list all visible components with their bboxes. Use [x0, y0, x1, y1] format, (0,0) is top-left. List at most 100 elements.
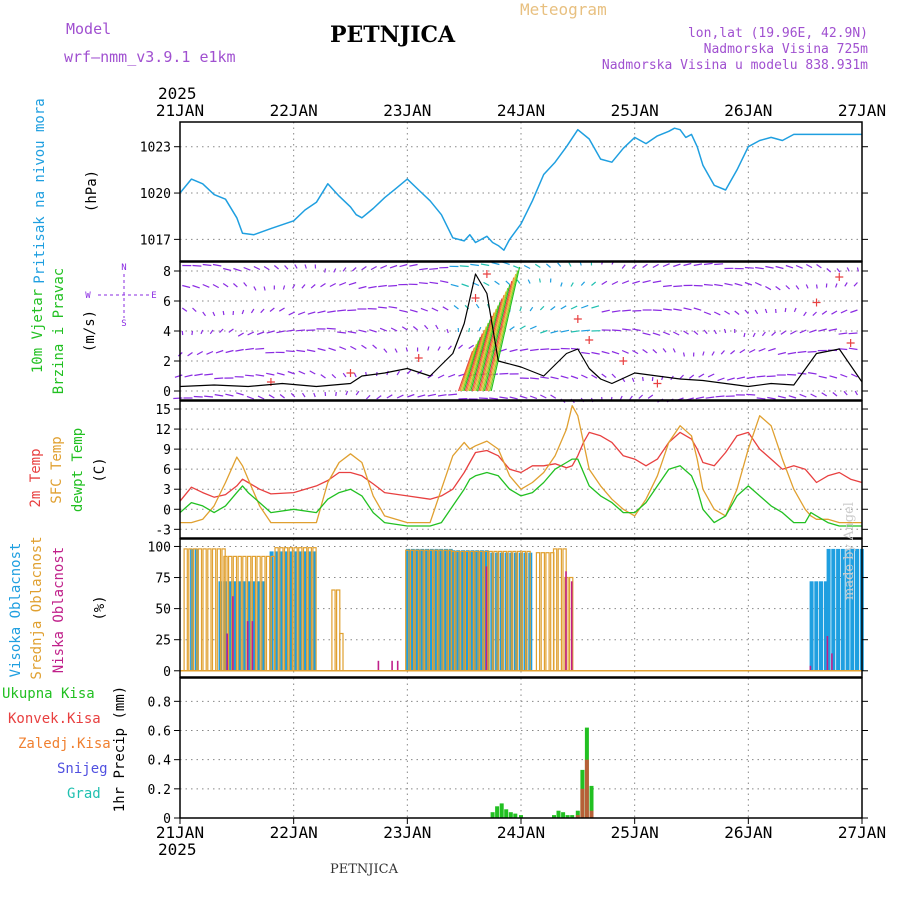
- wind-barb: [560, 329, 570, 333]
- wind-barb: [471, 315, 493, 392]
- wind-barb: [812, 311, 817, 317]
- wind-barb: [818, 375, 827, 379]
- precip-total-bar: [570, 815, 575, 818]
- x-day-label-top: 27JAN: [838, 101, 886, 120]
- wind-barb: [475, 305, 499, 392]
- wind-barb: [642, 376, 644, 382]
- wind-barb: [214, 377, 224, 380]
- high-cloud-bar: [855, 548, 859, 671]
- wind-barb: [241, 309, 245, 315]
- wind-barb: [486, 277, 515, 392]
- wind-barb: [339, 281, 347, 286]
- wind-barb: [378, 284, 387, 288]
- wind-barb: [780, 330, 787, 335]
- wind-barb: [459, 347, 475, 392]
- wind-barb: [581, 351, 590, 355]
- wind-barb: [490, 266, 521, 392]
- x-day-label-top: 25JAN: [611, 101, 659, 120]
- high-cloud-bar: [425, 548, 429, 671]
- wind-barb: [474, 308, 497, 392]
- wind-barb: [766, 375, 776, 378]
- wind-barb: [399, 309, 408, 313]
- wind-barb: [775, 265, 784, 270]
- high-cloud-bar: [420, 548, 425, 671]
- mid-cloud-bar: [265, 555, 271, 672]
- legend-total-rain: Ukupna Kisa: [2, 686, 95, 702]
- wind-barb: [611, 329, 621, 332]
- x-day-label-bottom: 23JAN: [383, 823, 431, 842]
- y-tick-label: 0.6: [148, 725, 171, 740]
- wind-barb: [519, 306, 522, 312]
- wind-barb: [255, 347, 265, 350]
- wind-barb: [260, 308, 265, 314]
- wind-barb: [383, 348, 388, 353]
- wind-barb: [182, 284, 191, 289]
- wind-barb: [570, 330, 580, 333]
- wind-barb: [286, 329, 295, 332]
- wind-barb: [431, 307, 439, 312]
- wind-barb: [843, 390, 848, 396]
- compass-west: W: [85, 291, 91, 301]
- wind-barb: [724, 282, 733, 286]
- wind-barb: [429, 281, 439, 285]
- wind-barb: [736, 376, 746, 380]
- wind-barb: [196, 350, 204, 356]
- wind-barb: [534, 263, 541, 269]
- wind-barb: [509, 326, 515, 331]
- wind-barb: [647, 394, 654, 399]
- wind-barb: [529, 306, 534, 312]
- wind-barb: [347, 309, 357, 312]
- wind-barb: [707, 373, 715, 378]
- high-cloud-bar: [461, 550, 465, 671]
- wind-barb: [570, 305, 578, 310]
- wind-barb: [482, 287, 509, 392]
- wind-barb: [380, 264, 388, 269]
- wind-barb: [215, 349, 224, 354]
- gust-marker: [414, 354, 423, 362]
- precip-convective-bar: [580, 788, 585, 818]
- wind-barb: [489, 397, 498, 400]
- compass-south: S: [121, 319, 126, 329]
- wind-barb: [799, 393, 807, 398]
- wind-barb: [376, 395, 382, 400]
- y-tick-label: 0: [163, 665, 171, 680]
- mid-cloud-bar: [540, 552, 546, 672]
- wind-barb: [399, 263, 408, 268]
- low-cloud-bar: [377, 660, 380, 671]
- wind-barb: [479, 294, 505, 392]
- wind-barb: [743, 332, 746, 338]
- wind-barb: [245, 374, 254, 377]
- low-cloud-bar: [826, 636, 829, 671]
- high-cloud-bar: [475, 550, 480, 671]
- wind-barb: [540, 348, 550, 351]
- y-tick-label: 2: [163, 355, 171, 370]
- wind-barb: [540, 394, 547, 399]
- elevation-text: Nadmorska Visina 725m: [703, 42, 868, 57]
- y-tick-label: 1023: [140, 141, 171, 156]
- wind-barb: [212, 283, 219, 289]
- wind-barb: [302, 392, 306, 398]
- wind-barb: [187, 352, 193, 357]
- lonlat-text: lon,lat (19.96E, 42.9N): [687, 26, 868, 41]
- wind-barb: [642, 332, 651, 336]
- wind-barb: [621, 264, 626, 269]
- cloud-unit-label: (%): [92, 595, 108, 620]
- wind-barb: [174, 374, 183, 378]
- wind-barb: [250, 308, 255, 314]
- wind-barb: [601, 350, 610, 355]
- wind-barb: [481, 291, 507, 392]
- wind-barb: [803, 311, 807, 317]
- wind-barb: [463, 336, 481, 392]
- high-cloud-bar: [814, 581, 819, 671]
- wind-barb: [703, 283, 713, 286]
- wind-barb: [297, 311, 306, 316]
- mid-cloud-bar: [197, 548, 203, 672]
- high-cloud-bar: [479, 550, 484, 671]
- wind-barb: [442, 306, 449, 311]
- wind-barb: [202, 283, 210, 288]
- wind-barb: [560, 375, 569, 379]
- wind-barb: [394, 348, 398, 353]
- wind-barb: [420, 307, 429, 312]
- wind-barb: [560, 282, 563, 287]
- low-cloud-bar: [246, 621, 249, 671]
